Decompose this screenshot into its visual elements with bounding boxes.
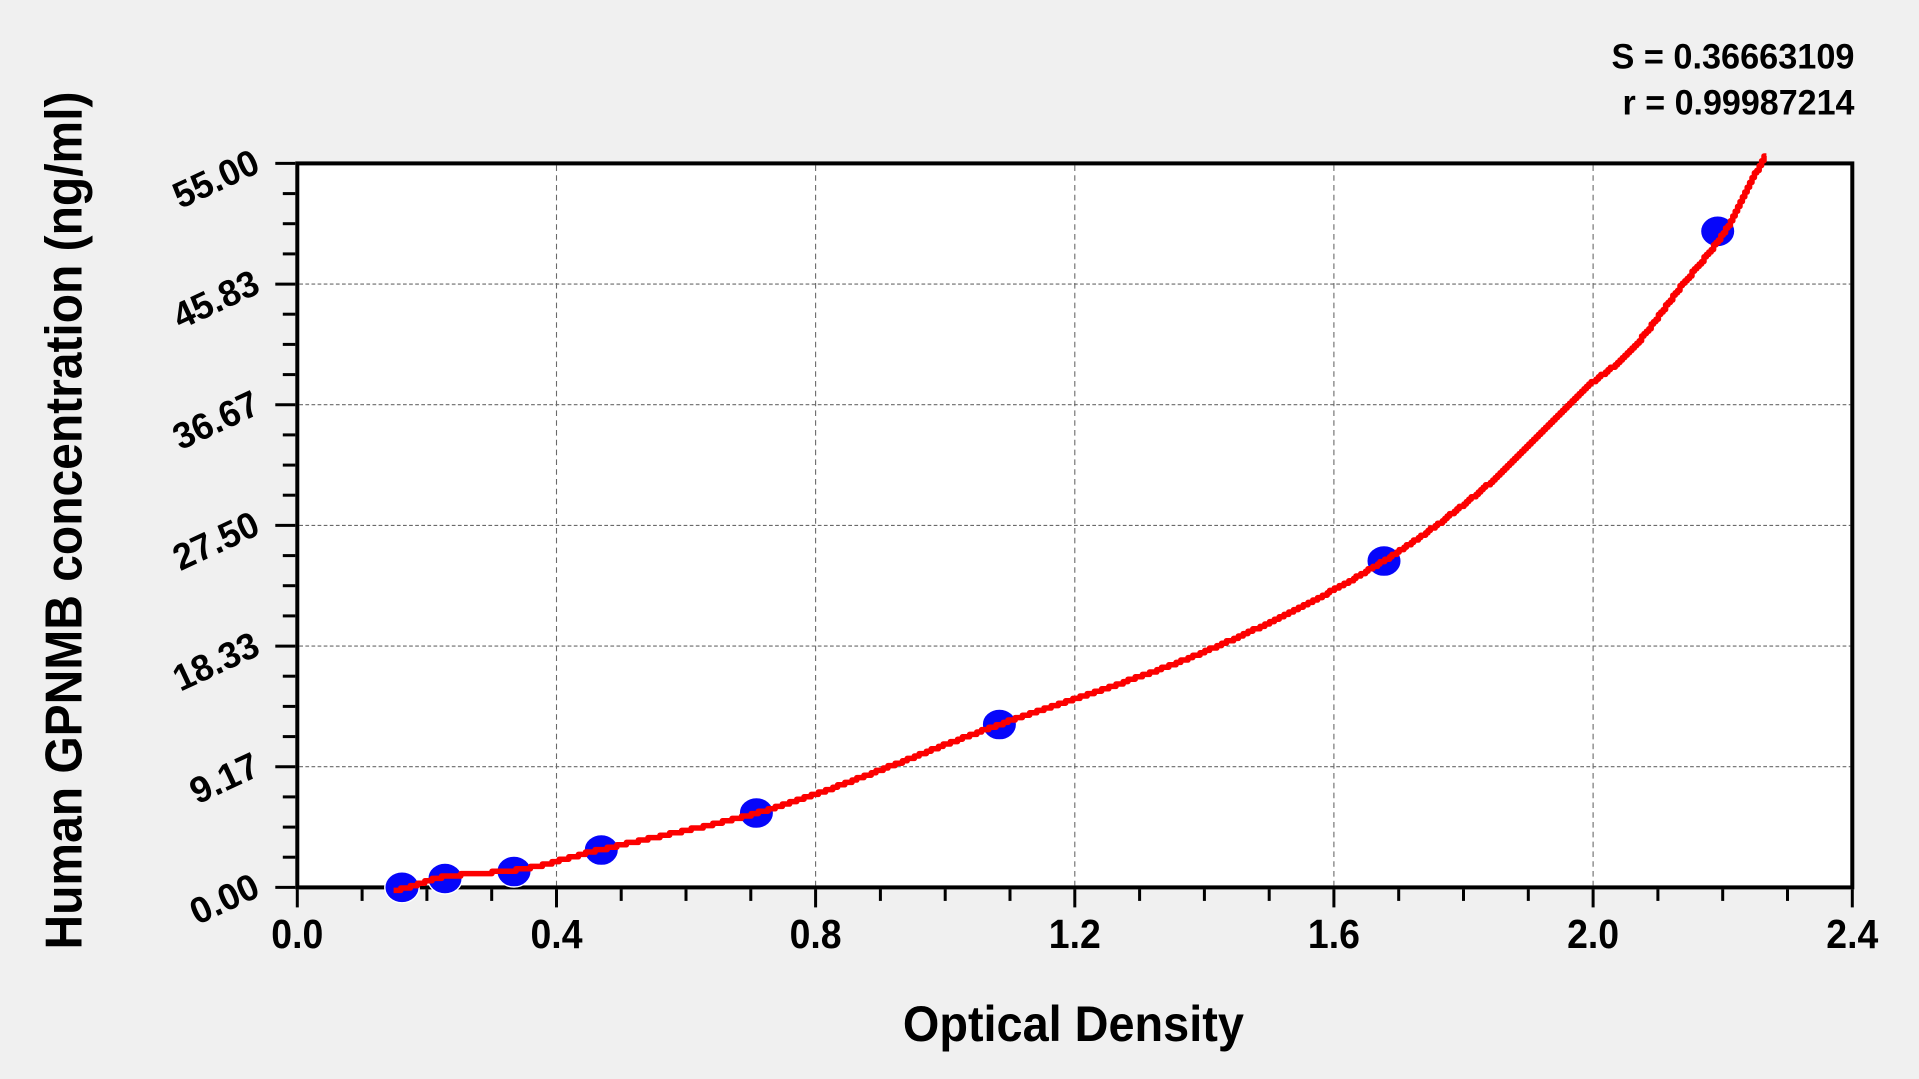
svg-text:2.0: 2.0 [1567,911,1619,957]
svg-text:Human GPNMB concentration (ng/: Human GPNMB concentration (ng/ml) [36,92,94,950]
svg-text:1.2: 1.2 [1049,911,1101,957]
svg-text:Optical Density: Optical Density [903,995,1244,1052]
svg-text:2.4: 2.4 [1826,911,1878,957]
svg-text:0.4: 0.4 [531,911,583,957]
svg-text:S = 0.36663109: S = 0.36663109 [1612,37,1855,76]
svg-text:r = 0.99987214: r = 0.99987214 [1623,84,1856,123]
svg-text:1.6: 1.6 [1308,911,1360,957]
svg-text:0.8: 0.8 [790,911,842,957]
svg-text:0.0: 0.0 [271,911,323,957]
